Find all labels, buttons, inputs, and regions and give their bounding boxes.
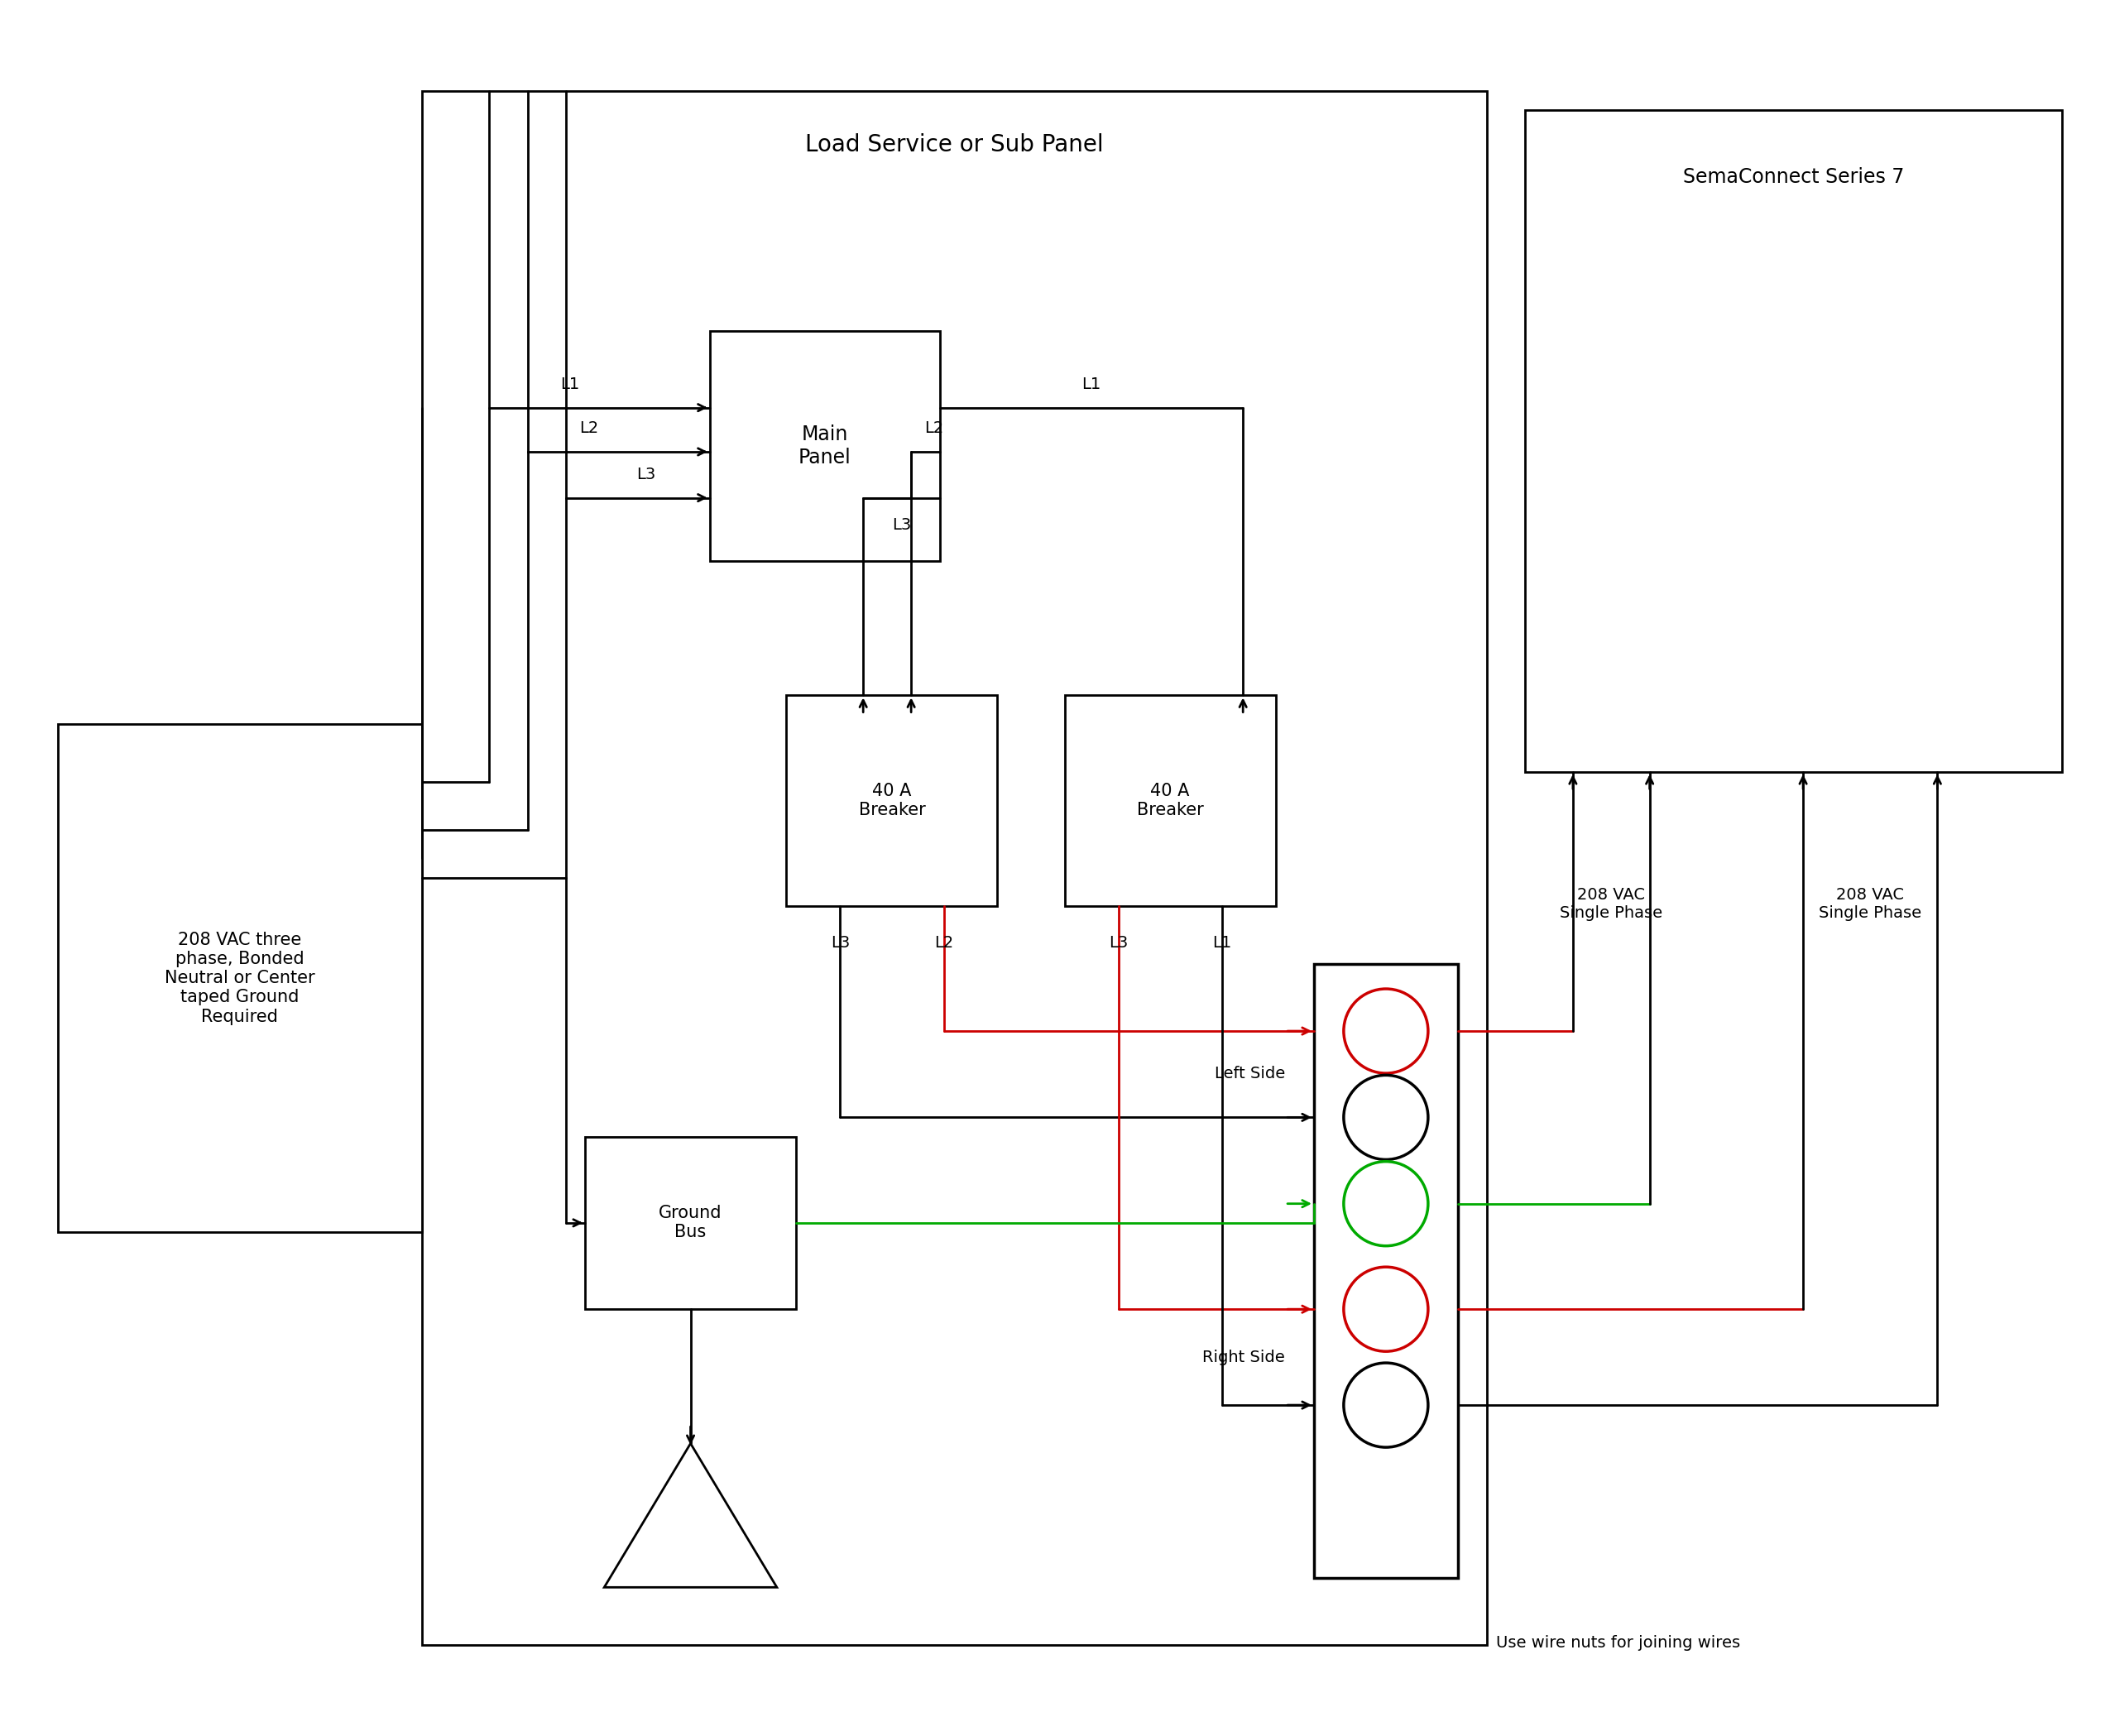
Bar xyxy=(1315,963,1458,1578)
Text: L1: L1 xyxy=(1213,936,1232,951)
Text: Ground
Bus: Ground Bus xyxy=(658,1205,722,1241)
Polygon shape xyxy=(603,1443,776,1587)
Text: 40 A
Breaker: 40 A Breaker xyxy=(859,783,926,819)
Text: 40 A
Breaker: 40 A Breaker xyxy=(1137,783,1203,819)
Text: L3: L3 xyxy=(637,467,656,483)
Text: Main
Panel: Main Panel xyxy=(798,425,850,467)
Text: Right Side: Right Side xyxy=(1203,1349,1285,1364)
Text: L2: L2 xyxy=(935,936,954,951)
Circle shape xyxy=(1344,1161,1428,1246)
Text: 208 VAC
Single Phase: 208 VAC Single Phase xyxy=(1559,887,1663,922)
Text: L1: L1 xyxy=(559,377,580,392)
Bar xyxy=(57,724,422,1233)
Text: Use wire nuts for joining wires: Use wire nuts for joining wires xyxy=(1496,1635,1741,1651)
Text: SemaConnect Series 7: SemaConnect Series 7 xyxy=(1684,167,1903,187)
Text: L3: L3 xyxy=(831,936,850,951)
Text: 208 VAC three
phase, Bonded
Neutral or Center
taped Ground
Required: 208 VAC three phase, Bonded Neutral or C… xyxy=(165,932,314,1024)
Text: Load Service or Sub Panel: Load Service or Sub Panel xyxy=(806,134,1104,156)
Circle shape xyxy=(1344,1363,1428,1448)
Text: L2: L2 xyxy=(924,420,943,436)
Bar xyxy=(584,1137,795,1309)
Bar xyxy=(1066,696,1277,906)
Text: L1: L1 xyxy=(1082,377,1101,392)
Bar xyxy=(1526,111,2061,773)
Bar xyxy=(422,90,1488,1646)
Bar xyxy=(787,696,998,906)
Bar xyxy=(709,332,939,561)
Text: L3: L3 xyxy=(893,517,912,533)
Circle shape xyxy=(1344,1075,1428,1160)
Text: Left Side: Left Side xyxy=(1215,1066,1285,1082)
Circle shape xyxy=(1344,990,1428,1073)
Circle shape xyxy=(1344,1267,1428,1351)
Text: 208 VAC
Single Phase: 208 VAC Single Phase xyxy=(1819,887,1922,922)
Text: L2: L2 xyxy=(580,420,599,436)
Text: L3: L3 xyxy=(1108,936,1129,951)
